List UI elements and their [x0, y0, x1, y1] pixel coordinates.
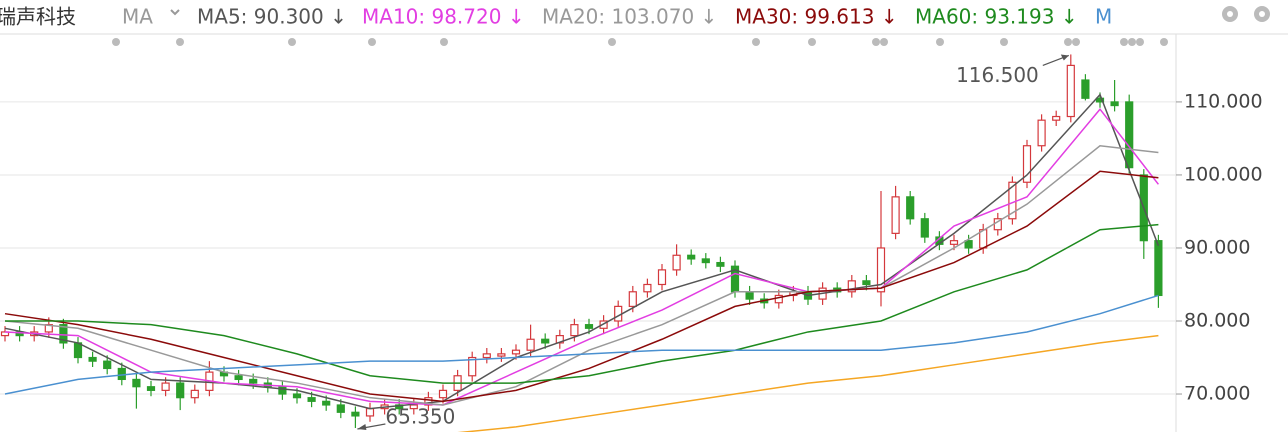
candle-body	[497, 353, 506, 357]
y-tick-label: 100.000	[1184, 163, 1263, 185]
candle-body	[847, 280, 856, 293]
candle-body	[1125, 101, 1134, 169]
candle-body	[103, 360, 112, 370]
candle-body	[687, 254, 696, 260]
ma-line	[4, 108, 1159, 406]
plot-area	[0, 54, 1176, 432]
candle-body	[292, 393, 302, 399]
candle-body	[336, 404, 345, 413]
candle-body	[1081, 79, 1090, 99]
legend-entry: MA60: 93.193 ↓	[915, 5, 1078, 29]
candle-body	[1037, 119, 1046, 147]
candle-body	[643, 283, 652, 293]
ma-line	[4, 294, 1159, 395]
candle-body	[146, 386, 156, 391]
candle-body	[278, 386, 287, 395]
candle-body	[949, 240, 959, 245]
ma-line	[4, 93, 1160, 410]
candle-body	[701, 258, 710, 264]
y-tick-label: 90.000	[1184, 236, 1250, 258]
candle-body	[234, 375, 243, 381]
y-tick-label: 110.000	[1184, 90, 1263, 112]
ma-line	[457, 334, 1159, 432]
candle-body	[862, 280, 871, 286]
ma-line	[4, 144, 1159, 406]
legend-entry: MA10: 98.720 ↓	[362, 5, 525, 29]
candle-body	[964, 240, 973, 249]
arrow-head	[357, 423, 367, 430]
candle-body	[526, 338, 535, 351]
candle-body	[570, 324, 579, 337]
y-tick-label: 80.000	[1184, 309, 1250, 331]
legend-entry: MA20: 103.070 ↓	[542, 5, 717, 29]
candle-body	[876, 247, 886, 293]
legend-entry: MA5: 90.300 ↓	[197, 5, 347, 29]
indicator-select[interactable]: MA	[122, 5, 153, 29]
candle-body	[541, 338, 550, 344]
candle-body	[322, 400, 331, 406]
legend-entry: M	[1095, 5, 1112, 29]
candle-body	[161, 382, 170, 391]
candle-body	[117, 367, 126, 381]
candle-body	[468, 356, 477, 377]
candle-body	[73, 342, 83, 359]
candle-body	[1052, 115, 1061, 121]
candle-body	[1110, 101, 1119, 107]
candle-body	[920, 218, 929, 238]
annotation-label: 65.350	[385, 404, 455, 428]
candle-body	[307, 397, 316, 402]
annotation-label: 116.500	[956, 63, 1039, 87]
stock-name: 瑞声科技	[0, 5, 76, 29]
candle-body	[1154, 240, 1163, 297]
candle-body	[59, 324, 68, 344]
candle-body	[482, 353, 491, 359]
candle-body	[628, 291, 637, 307]
y-tick-label: 70.000	[1184, 383, 1250, 405]
candle-body	[176, 382, 185, 399]
legend-entry: MA30: 99.613 ↓	[735, 5, 898, 29]
candle-body	[1022, 145, 1032, 183]
candle-body	[365, 408, 375, 417]
candle-body	[249, 378, 258, 384]
ma-line	[4, 170, 1159, 403]
candle-body	[511, 349, 521, 355]
event-markers	[112, 38, 1168, 46]
candle-body	[1066, 64, 1075, 118]
candle-body	[584, 324, 594, 329]
candle-body	[672, 254, 681, 271]
candle-body	[132, 378, 141, 388]
candle-body	[190, 389, 199, 399]
settings-icon[interactable]	[1222, 6, 1270, 22]
ma-line	[5, 223, 1159, 384]
candle-body	[716, 261, 725, 267]
candle-body	[891, 196, 900, 234]
arrow-head	[1060, 54, 1069, 61]
dropdown-chevron[interactable]	[170, 9, 180, 16]
candle-body	[745, 291, 754, 300]
candle-body	[1095, 97, 1105, 103]
candle-body	[351, 411, 360, 417]
candle-body	[88, 356, 97, 362]
candle-body	[438, 389, 448, 399]
candle-body	[657, 269, 667, 286]
candle-body	[906, 196, 915, 220]
